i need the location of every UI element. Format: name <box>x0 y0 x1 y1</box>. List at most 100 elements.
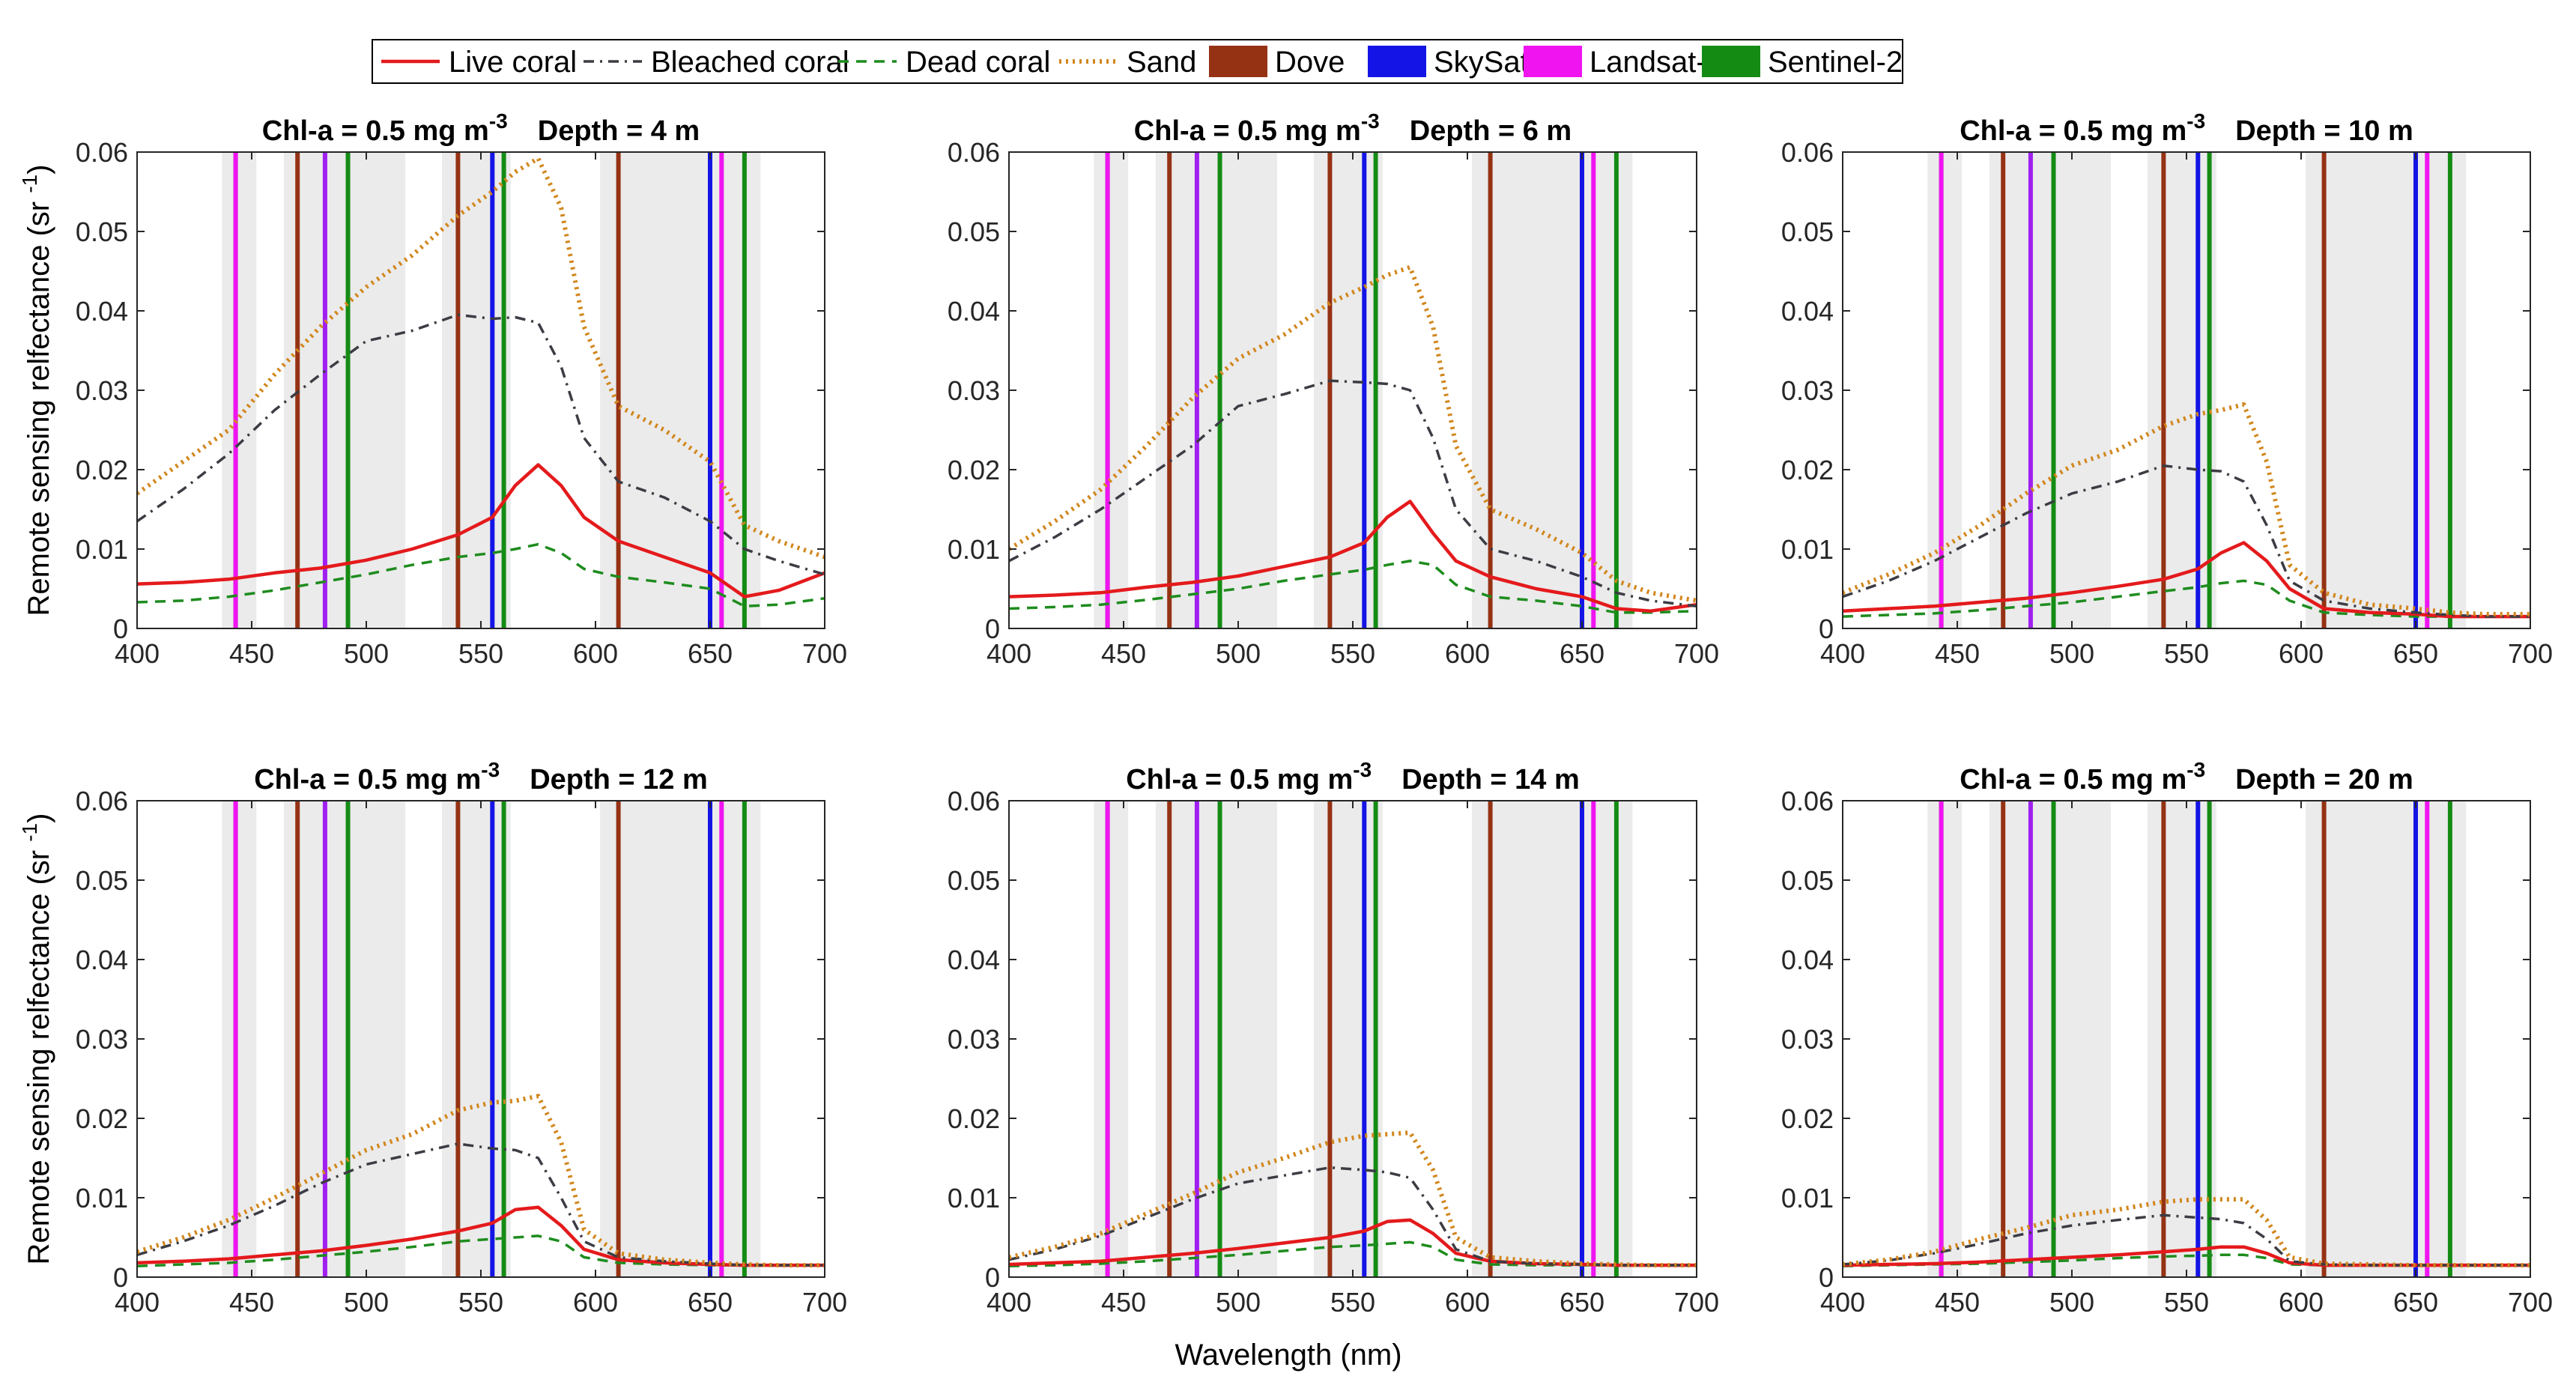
y-tick-label: 0.05 <box>948 865 1000 896</box>
x-tick-label: 650 <box>2393 1287 2438 1318</box>
x-tick-label: 400 <box>987 1287 1031 1318</box>
y-tick-label: 0 <box>985 613 1000 644</box>
x-tick-label: 550 <box>1330 1287 1375 1318</box>
panel-title-chl: Chl-a = 0.5 mg m <box>1134 115 1361 147</box>
series-line-live-coral <box>1843 1245 2530 1267</box>
x-tick-label: 700 <box>2508 1287 2553 1318</box>
legend-label-skysat: SkySat <box>1434 46 1529 79</box>
x-tick-label: 550 <box>1330 638 1375 669</box>
band-shading <box>441 801 511 1277</box>
y-tick-label: 0.03 <box>948 375 1000 406</box>
x-tick-label: 600 <box>1445 1287 1490 1318</box>
series-line-sand <box>137 156 825 560</box>
panel-title-exponent: -3 <box>489 109 508 133</box>
y-tick-label: 0.03 <box>1781 1024 1834 1055</box>
y-tick-label: 0.05 <box>1781 216 1834 247</box>
x-tick-label: 600 <box>2279 638 2324 669</box>
legend-label-dead-coral: Dead coral <box>906 46 1050 79</box>
band-shading <box>1094 801 1129 1277</box>
band-shading <box>1927 152 1963 628</box>
panel-title: Chl-a = 0.5 mg m-3 Depth = 6 m <box>1134 109 1572 147</box>
x-tick-label: 400 <box>1820 1287 1865 1318</box>
y-tick-label: 0.02 <box>1781 455 1834 485</box>
legend-label-bleached-coral: Bleached coral <box>651 46 849 79</box>
panel-title: Chl-a = 0.5 mg m-3 Depth = 4 m <box>262 109 700 147</box>
x-tick-label: 550 <box>458 638 503 669</box>
band-shading <box>1989 801 2112 1277</box>
y-tick-label: 0.01 <box>76 1183 128 1213</box>
series-line-bleached-coral <box>137 313 825 576</box>
y-tick-label: 0.02 <box>948 455 1000 485</box>
y-tick-label: 0.01 <box>1781 534 1834 565</box>
panels: 400 450 500 550 600 650 700 0 0.01 0.02 0.03 0.04 0.… <box>18 109 2553 1318</box>
legend-swatch-sentinel-2 <box>1702 46 1760 77</box>
series-line-live-coral <box>1009 500 1697 613</box>
band-shading <box>2147 152 2216 628</box>
x-tick-label: 600 <box>1445 638 1490 669</box>
y-tick-label: 0.05 <box>948 216 1000 247</box>
panel-title-exponent: -3 <box>1361 109 1380 133</box>
x-tick-label: 650 <box>688 1287 733 1318</box>
y-tick-label: 0.06 <box>1781 137 1834 168</box>
x-tick-label: 650 <box>688 638 733 669</box>
y-tick-label: 0.02 <box>1781 1103 1834 1134</box>
y-tick-label: 0.04 <box>948 945 1000 975</box>
y-tick-label: 0.01 <box>948 534 1000 565</box>
x-tick-label: 400 <box>115 638 160 669</box>
x-tick-label: 700 <box>802 1287 847 1318</box>
y-axis-label-exponent: -1 <box>18 823 41 842</box>
series-line-bleached-coral <box>1009 379 1697 608</box>
y-tick-label: 0.04 <box>76 945 128 975</box>
series-line-dead-coral <box>137 542 825 608</box>
panel-title-exponent: -3 <box>2186 109 2205 133</box>
band-shading <box>222 801 257 1277</box>
chart-panel-2: 400 450 500 550 600 650 700 0 0.01 0.02 0.03 0.04 0.… <box>948 109 1719 669</box>
y-tick-label: 0.03 <box>1781 375 1834 406</box>
x-tick-label: 500 <box>2049 638 2094 669</box>
y-tick-label: 0.06 <box>948 137 1000 168</box>
band-shading <box>1155 801 1278 1277</box>
y-tick-label: 0.05 <box>1781 865 1834 896</box>
panel-title-exponent: -3 <box>2186 758 2205 781</box>
panel-title: Chl-a = 0.5 mg m-3 Depth = 10 m <box>1960 109 2413 147</box>
x-tick-label: 400 <box>1820 638 1865 669</box>
x-tick-label: 700 <box>802 638 847 669</box>
y-tick-label: 0.01 <box>1781 1183 1834 1213</box>
series-line-bleached-coral <box>1843 464 2530 618</box>
panel-title: Chl-a = 0.5 mg m-3 Depth = 20 m <box>1960 758 2413 795</box>
x-tick-label: 400 <box>115 1287 160 1318</box>
band-shading <box>2306 152 2434 628</box>
y-tick-label: 0.02 <box>948 1103 1000 1134</box>
y-tick-label: 0.04 <box>948 296 1000 327</box>
x-tick-label: 700 <box>1674 1287 1719 1318</box>
x-tick-label: 500 <box>344 638 389 669</box>
series-line-live-coral <box>1843 541 2530 619</box>
x-tick-label: 500 <box>1216 1287 1261 1318</box>
series-line-dead-coral <box>1843 579 2530 618</box>
y-axis-label: Remote sensing relfectance (sr -1) <box>18 813 55 1265</box>
x-tick-label: 500 <box>344 1287 389 1318</box>
y-axis-label: Remote sensing relfectance (sr -1) <box>18 165 55 616</box>
band-shading <box>1155 152 1278 628</box>
panel-title-exponent: -3 <box>481 758 500 781</box>
y-tick-label: 0.01 <box>76 534 128 565</box>
panel-title: Chl-a = 0.5 mg m-3 Depth = 12 m <box>254 758 708 795</box>
band-shading <box>600 801 729 1277</box>
panel-title-depth: Depth = 20 m <box>2235 764 2413 795</box>
y-tick-label: 0.03 <box>76 1024 128 1055</box>
series-line-dead-coral <box>1009 560 1697 614</box>
y-axis-label-close: ) <box>22 165 55 175</box>
legend-swatch-skysat <box>1368 46 1426 77</box>
y-tick-label: 0 <box>113 613 128 644</box>
x-tick-label: 450 <box>229 1287 274 1318</box>
y-tick-label: 0.02 <box>76 1103 128 1134</box>
legend-swatch-dove <box>1209 46 1267 77</box>
panel-title-chl: Chl-a = 0.5 mg m <box>1960 115 2186 147</box>
panel-title-depth: Depth = 6 m <box>1410 115 1572 147</box>
panel-title-chl: Chl-a = 0.5 mg m <box>254 764 481 795</box>
y-axis-label-text: Remote sensing relfectance (sr <box>22 193 55 616</box>
y-tick-label: 0.06 <box>76 786 128 816</box>
band-shading <box>441 152 511 628</box>
chart-panel-6: 400 450 500 550 600 650 700 0 0.01 0.02 0.03 0.04 0.… <box>1781 758 2553 1318</box>
